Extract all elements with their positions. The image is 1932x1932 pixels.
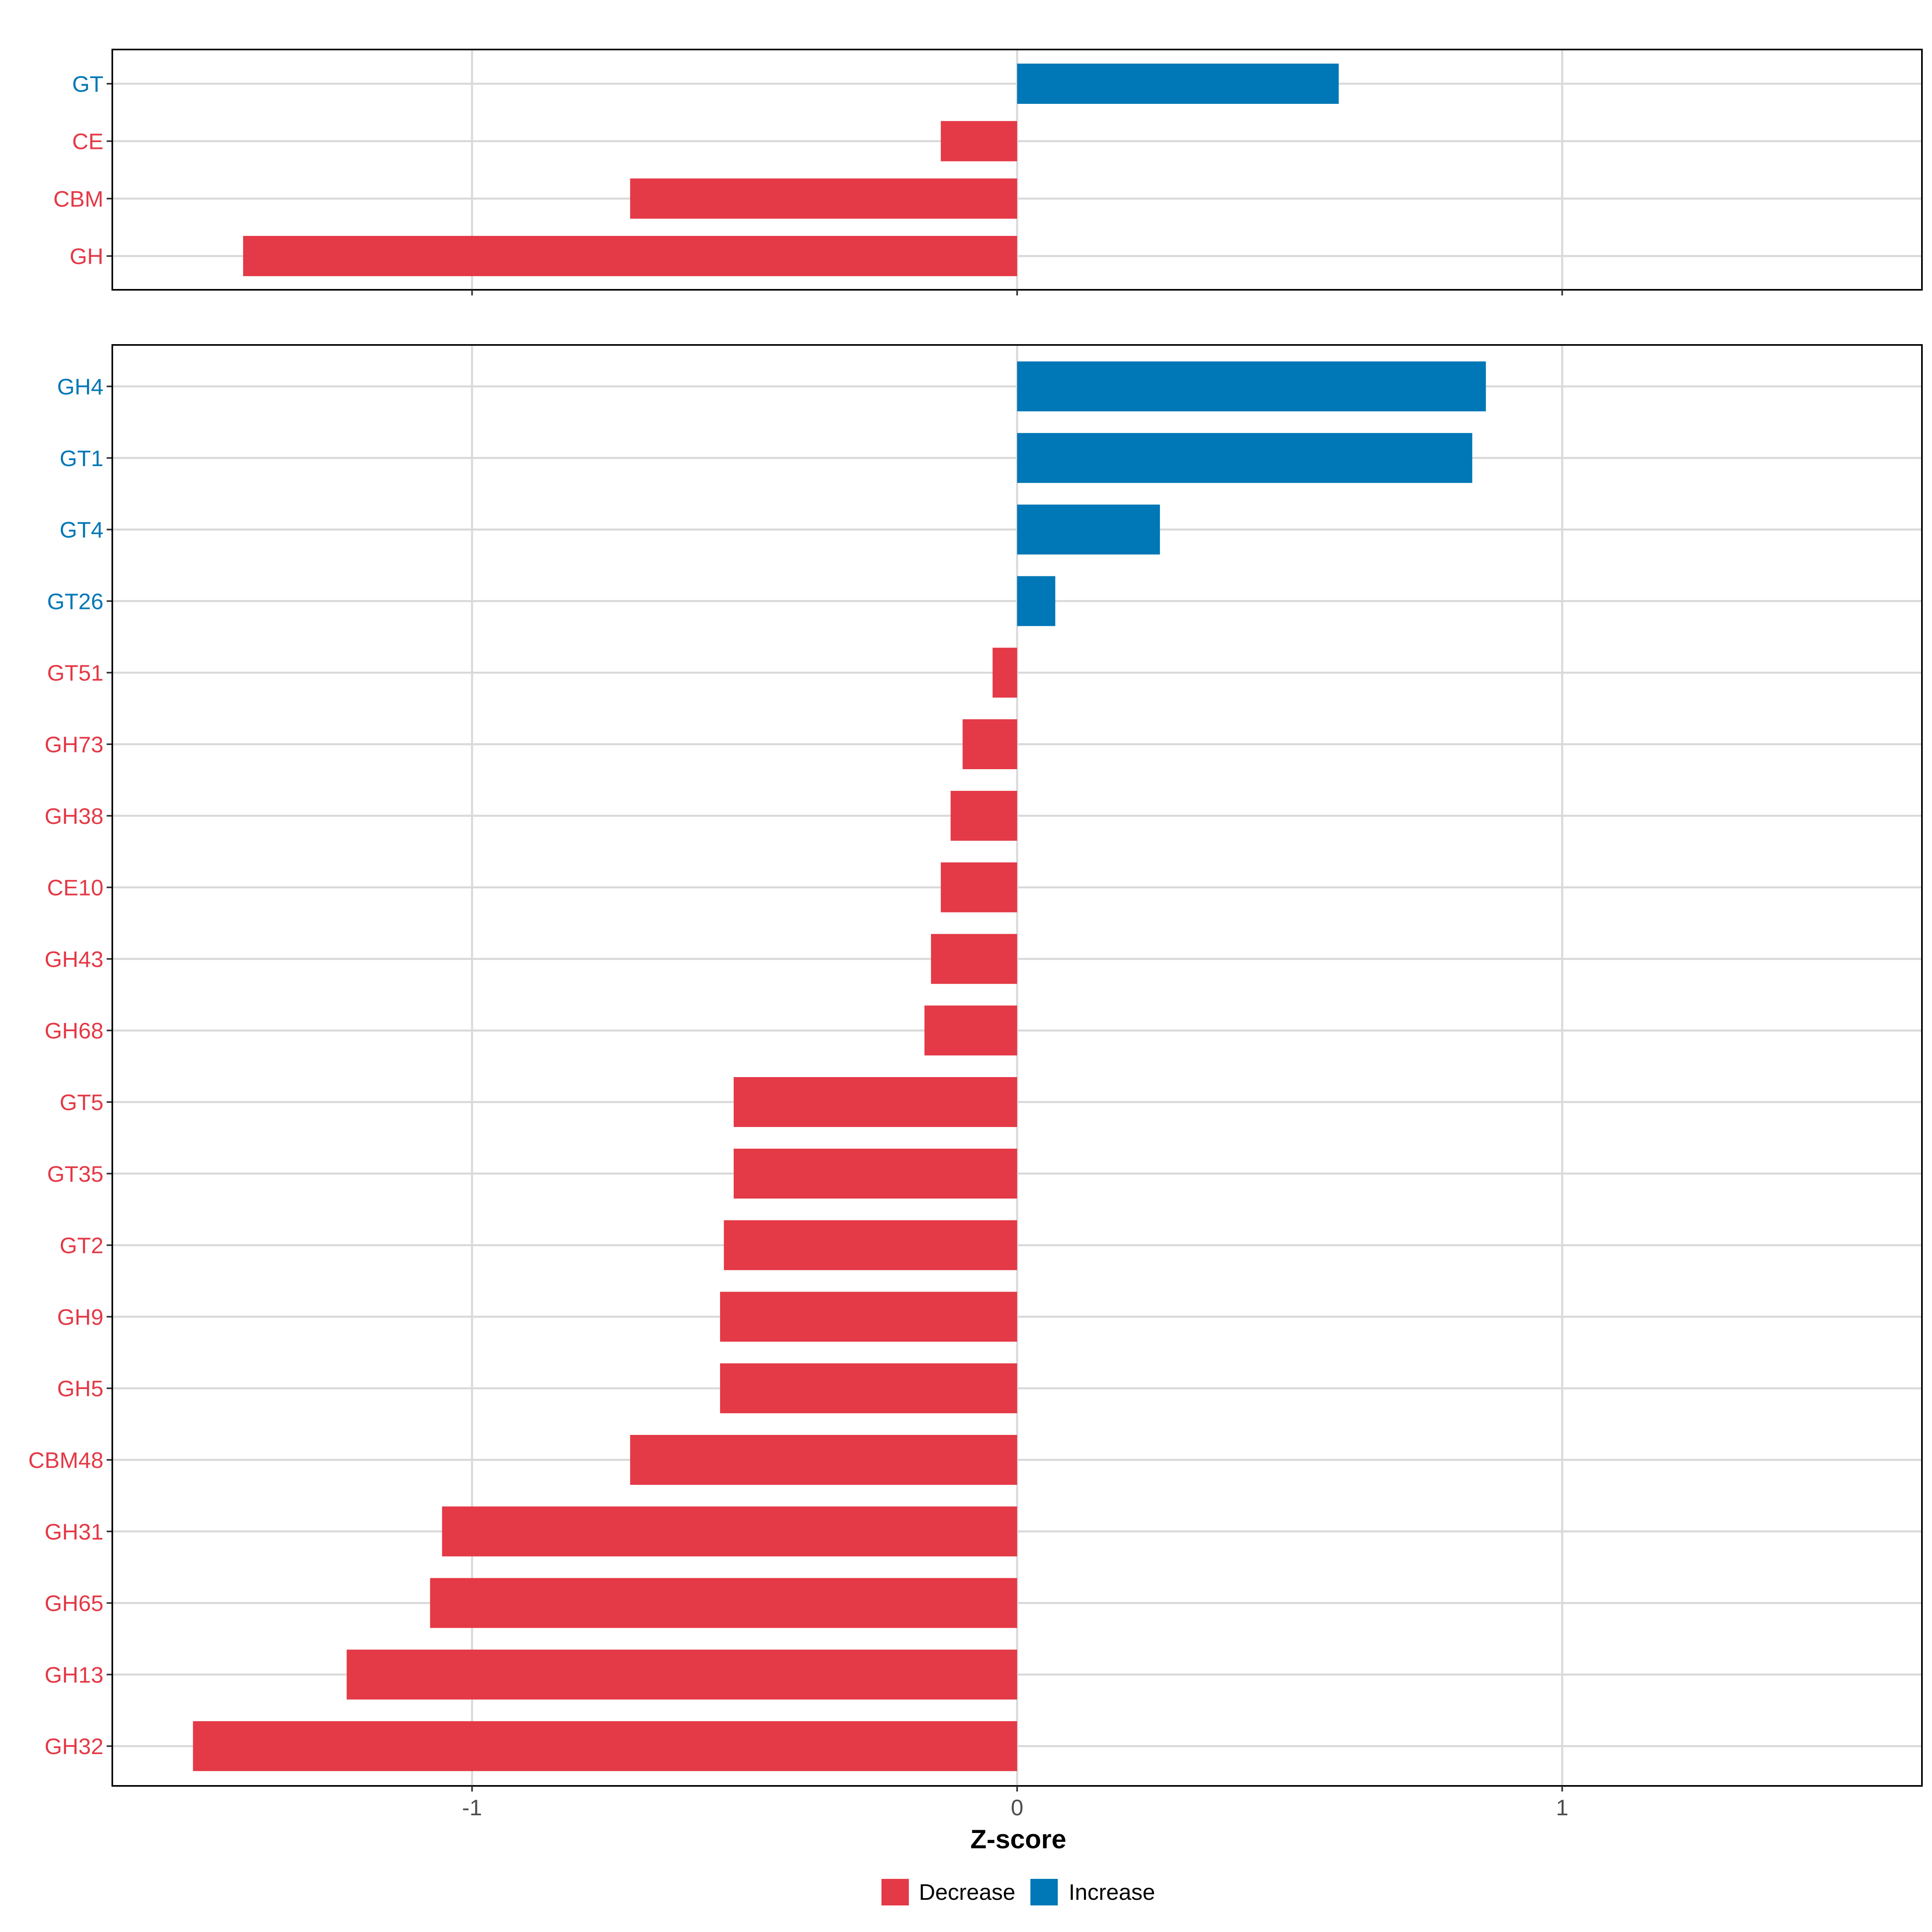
y-tick-label: GH32	[45, 1734, 103, 1759]
y-tick-label: GH68	[45, 1018, 103, 1043]
legend-label-increase: Increase	[1069, 1879, 1155, 1905]
y-tick-label: CE10	[47, 875, 103, 900]
x-axis-title: Z-score	[970, 1824, 1066, 1854]
y-tick-label: GH31	[45, 1519, 103, 1544]
y-tick-label: CE	[72, 129, 103, 154]
y-tick-label: GH13	[45, 1662, 103, 1687]
bar-gt5	[733, 1077, 1017, 1127]
bar-gt1	[1017, 433, 1472, 483]
y-tick-label: GH43	[45, 946, 103, 972]
y-tick-label: GT51	[47, 660, 103, 685]
y-tick-label: GH65	[45, 1591, 103, 1616]
bar-gt35	[733, 1148, 1017, 1199]
y-tick-label: GH4	[57, 374, 103, 399]
y-tick-label: GT4	[60, 517, 103, 543]
bottom-panel: GH4 GT1 GT4 GT26 GT51 GH73 GH38 CE10 GH43 GH68 GT5…	[28, 344, 1923, 1792]
y-tick-label: GH5	[57, 1376, 103, 1401]
bar-cbm	[630, 178, 1017, 219]
bar-gh13	[347, 1649, 1017, 1700]
bar-gt2	[724, 1220, 1017, 1270]
bar-gh31	[442, 1506, 1017, 1556]
y-tick-label: GH38	[45, 803, 103, 829]
legend-swatch-increase	[1030, 1879, 1058, 1905]
legend-label-decrease: Decrease	[919, 1879, 1016, 1905]
y-tick-label: GT	[72, 71, 103, 97]
bar-gh9	[720, 1292, 1017, 1342]
x-axis: -1 0 1	[462, 1795, 1569, 1820]
bar-gh38	[950, 791, 1017, 841]
y-tick-label: GT35	[47, 1161, 103, 1187]
y-tick-label: CBM48	[28, 1447, 103, 1473]
y-tick-label: GT26	[47, 588, 103, 614]
x-tick-label: 1	[1556, 1795, 1569, 1820]
y-tick-label: GH73	[45, 732, 103, 757]
bar-ce	[941, 121, 1017, 161]
x-tick-label: 0	[1011, 1795, 1023, 1820]
y-tick-label: GH	[70, 244, 103, 269]
bar-gh32	[193, 1721, 1018, 1771]
bar-ce10	[941, 862, 1017, 912]
y-tick-label: CBM	[54, 186, 103, 211]
bar-gt26	[1017, 576, 1055, 626]
legend-swatch-decrease	[881, 1879, 909, 1905]
y-tick-label: GT2	[60, 1233, 103, 1258]
bar-gt4	[1017, 504, 1160, 555]
y-tick-label: GH9	[57, 1304, 103, 1329]
bar-cbm48	[630, 1435, 1017, 1485]
top-panel: GT CE CBM GH	[54, 49, 1923, 295]
y-tick-label: GT5	[60, 1090, 103, 1115]
gridlines	[112, 345, 1922, 1786]
bar-gh	[243, 236, 1018, 277]
bar-gh68	[924, 1005, 1017, 1056]
x-tick-label: -1	[462, 1795, 482, 1820]
bar-gh65	[430, 1578, 1017, 1628]
bar-gt	[1017, 64, 1339, 104]
bar-gh5	[720, 1363, 1017, 1414]
y-tick-label: GT1	[60, 446, 103, 471]
bar-gh73	[962, 719, 1017, 769]
bar-gh43	[931, 934, 1017, 984]
bar-gh4	[1017, 361, 1486, 411]
legend: Decrease Increase	[881, 1879, 1155, 1905]
bar-gt51	[993, 648, 1017, 698]
